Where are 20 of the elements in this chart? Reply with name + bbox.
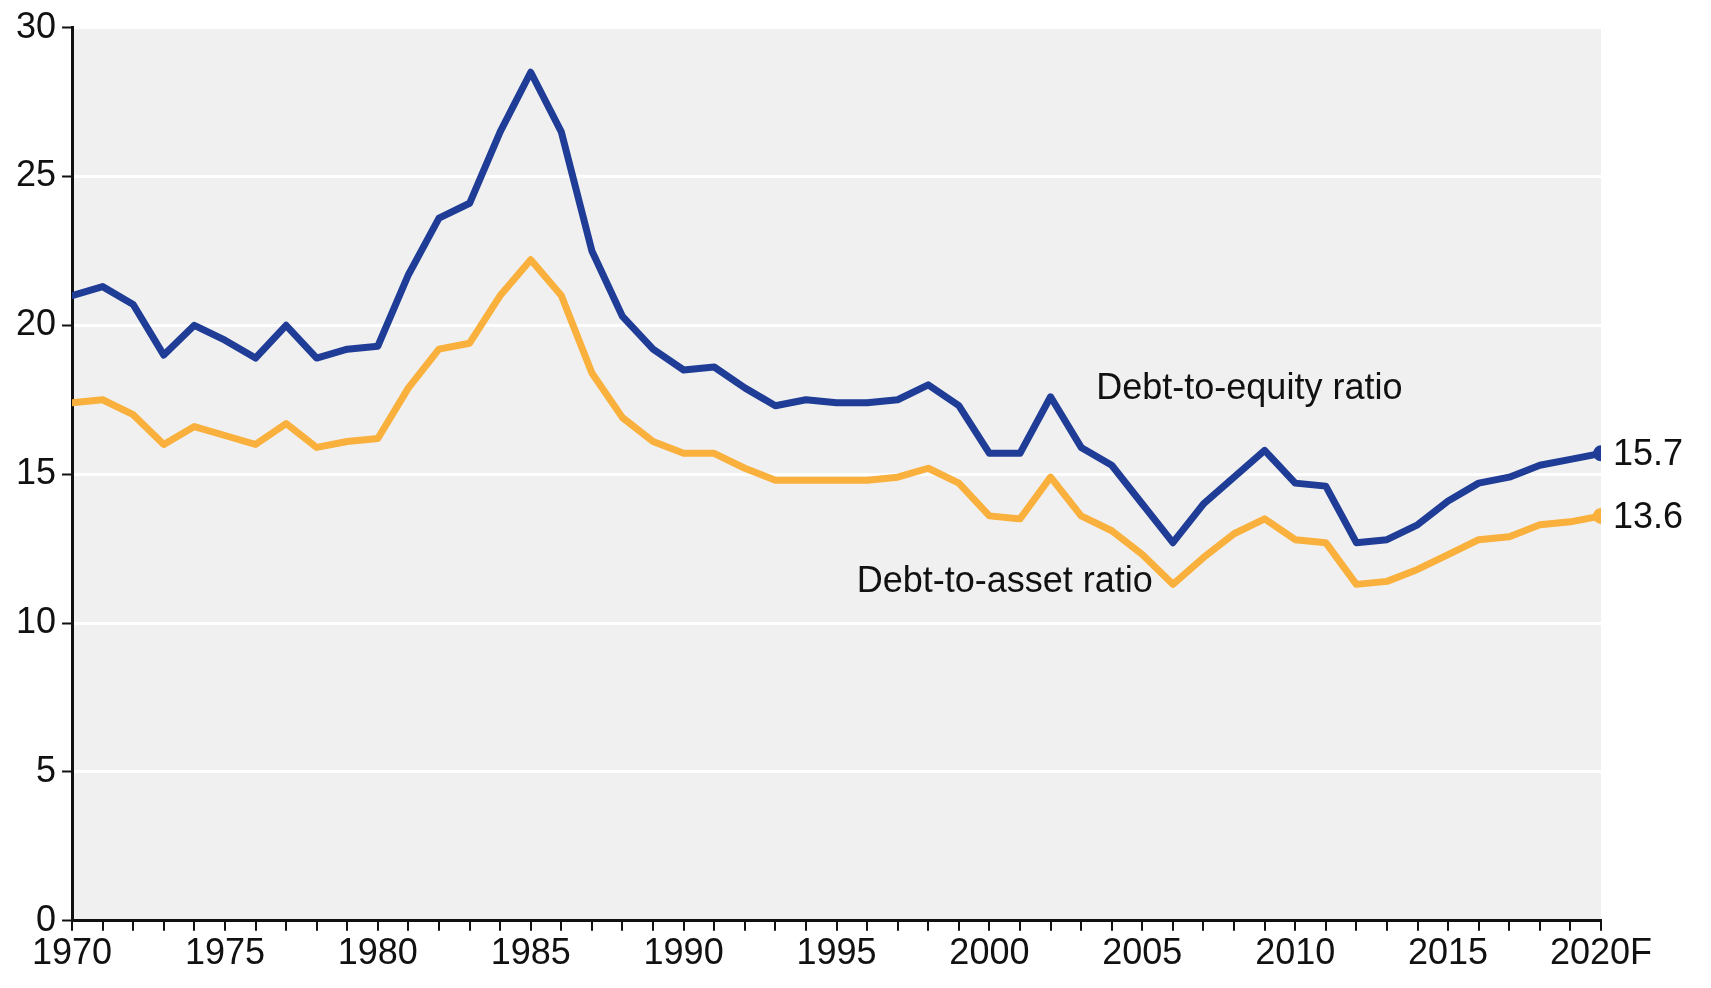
series-label: Debt-to-asset ratio	[856, 558, 1153, 600]
x-tick-label: 2005	[1102, 931, 1183, 973]
x-tick-label: 2020F	[1549, 931, 1653, 973]
x-tick-label: 1985	[490, 931, 571, 973]
x-tick-label: 2010	[1255, 931, 1336, 973]
y-tick-label: 25	[16, 153, 57, 195]
x-tick-label: 2015	[1408, 931, 1489, 973]
x-tick-label: 2000	[949, 931, 1030, 973]
y-tick-label: 30	[16, 4, 57, 46]
x-tick-label: 1980	[337, 931, 418, 973]
x-tick-label: 1995	[796, 931, 877, 973]
data-label: 13.6	[1613, 494, 1684, 536]
y-tick-label: 20	[16, 302, 57, 344]
x-tick-label: 1975	[184, 931, 265, 973]
data-label: 15.7	[1613, 432, 1684, 474]
series-label: Debt-to-equity ratio	[1096, 365, 1403, 407]
x-tick-label: 1990	[643, 931, 724, 973]
y-tick-label: 10	[16, 599, 57, 641]
y-tick-label: 15	[16, 451, 57, 493]
y-tick-label: 5	[36, 748, 57, 790]
